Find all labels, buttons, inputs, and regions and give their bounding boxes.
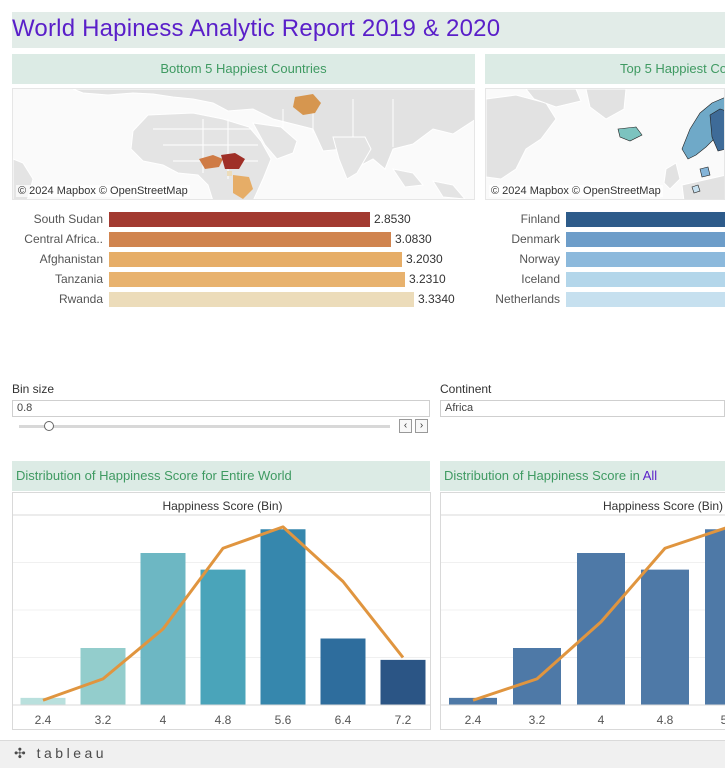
histogram-tick-label: 2.4: [465, 713, 482, 727]
bin-size-label: Bin size: [12, 382, 55, 396]
tableau-footer: ✣ tableau: [0, 740, 725, 768]
histogram-bar: [20, 697, 66, 705]
tableau-logo-text: tableau: [36, 745, 108, 761]
continent-label: Continent: [440, 382, 492, 396]
title-bar: World Hapiness Analytic Report 2019 & 20…: [12, 12, 725, 48]
tableau-logo-icon: ✣: [14, 745, 30, 761]
bottom-5-country-label: Rwanda: [58, 292, 103, 306]
top-5-country-label: Finland: [520, 212, 560, 226]
top-5-bar[interactable]: [566, 232, 725, 247]
continent-histogram-title-text: Distribution of Happiness Score in: [444, 468, 643, 483]
page-title: World Hapiness Analytic Report 2019 & 20…: [12, 15, 501, 42]
histogram-tick-label: 4.8: [215, 713, 232, 727]
bottom-5-value-label: 3.0830: [395, 232, 432, 246]
bin-size-next-button[interactable]: ›: [415, 419, 428, 433]
histogram-bar: [320, 638, 366, 705]
bottom-5-value-label: 2.8530: [374, 212, 411, 226]
world-histogram-axis-title: Happiness Score (Bin): [162, 499, 283, 513]
top-5-bar[interactable]: [566, 272, 725, 287]
histogram-trend-line: [472, 526, 725, 702]
histogram-tick-label: 6.4: [335, 713, 352, 727]
histogram-bar: [513, 648, 561, 705]
bottom-5-value-label: 3.2310: [409, 272, 446, 286]
continent-histogram[interactable]: Happiness Score (Bin) 2.4 3.2 4 4.8 5.6: [440, 492, 725, 730]
histogram-tick-label: 4.8: [657, 713, 674, 727]
histogram-bar: [705, 529, 725, 705]
tanzania-shape: [233, 175, 253, 199]
histogram-bar: [380, 659, 426, 705]
bottom-5-country-label: Central Africa..: [24, 232, 103, 246]
histogram-tick-label: 3.2: [95, 713, 112, 727]
top-5-country-label: Iceland: [521, 272, 560, 286]
bottom-5-country-label: Tanzania: [54, 272, 103, 286]
bin-size-prev-button[interactable]: ‹: [399, 419, 412, 433]
histogram-tick-label: 4: [598, 713, 605, 727]
bottom-5-value-label: 3.3340: [418, 292, 455, 306]
continent-select[interactable]: Africa: [440, 400, 725, 417]
top-5-bar[interactable]: [566, 212, 725, 227]
central-african-republic-shape: [199, 155, 223, 169]
top-5-country-label: Denmark: [511, 232, 560, 246]
histogram-bar: [200, 569, 246, 705]
top-5-header: Top 5 Happiest Countries: [485, 54, 725, 84]
bottom-5-country-label: Afghanistan: [39, 252, 103, 266]
histogram-bar: [577, 553, 625, 705]
histogram-trend-line: [42, 525, 405, 702]
top-5-map[interactable]: © 2024 Mapbox © OpenStreetMap: [485, 88, 725, 200]
bottom-5-bar[interactable]: [109, 292, 414, 307]
top-5-country-label: Norway: [519, 252, 560, 266]
histogram-tick-label: 5.6: [721, 713, 725, 727]
south-sudan-shape: [221, 153, 245, 169]
continent-histogram-plot: 2.4 3.2 4 4.8 5.6: [441, 514, 725, 727]
bottom-5-bar[interactable]: [109, 212, 370, 227]
bottom-5-map-graphic: [13, 89, 474, 199]
iceland-shape: [617, 126, 643, 142]
denmark-shape: [699, 166, 711, 178]
histogram-tick-label: 3.2: [529, 713, 546, 727]
histogram-bar: [80, 648, 126, 705]
histogram-bar: [260, 529, 306, 705]
histogram-tick-label: 2.4: [35, 713, 52, 727]
bottom-5-country-label: South Sudan: [33, 212, 103, 226]
rwanda-shape: [227, 171, 232, 176]
bottom-5-header: Bottom 5 Happiest Countries: [12, 54, 475, 84]
tableau-logo[interactable]: ✣ tableau: [14, 745, 107, 762]
bottom-5-bar[interactable]: [109, 272, 405, 287]
finland-shape: [709, 108, 724, 152]
bottom-5-map[interactable]: © 2024 Mapbox © OpenStreetMap: [12, 88, 475, 200]
top-5-bar[interactable]: [566, 252, 725, 267]
bin-size-slider-track[interactable]: [19, 425, 390, 428]
bottom-5-bar[interactable]: [109, 232, 391, 247]
world-histogram-title: Distribution of Happiness Score for Enti…: [12, 461, 430, 491]
bin-size-input[interactable]: 0.8: [12, 400, 430, 417]
top-5-country-label: Netherlands: [495, 292, 560, 306]
continent-histogram-title-link[interactable]: All: [642, 468, 658, 483]
afghanistan-shape: [293, 94, 321, 115]
netherlands-shape: [691, 184, 701, 194]
histogram-bar: [449, 697, 497, 705]
top-5-map-graphic: [486, 89, 724, 199]
map-credit[interactable]: © 2024 Mapbox © OpenStreetMap: [489, 185, 663, 197]
bottom-5-bar[interactable]: [109, 252, 402, 267]
top-5-bar[interactable]: [566, 292, 725, 307]
world-histogram[interactable]: Happiness Score (Bin) 2.4 3.2 4 4.8 5.6 6.4 7.…: [12, 492, 431, 730]
histogram-bar: [641, 569, 689, 705]
histogram-tick-label: 5.6: [275, 713, 292, 727]
histogram-tick-label: 7.2: [395, 713, 412, 727]
bottom-5-value-label: 3.2030: [406, 252, 443, 266]
histogram-tick-label: 4: [160, 713, 167, 727]
continent-histogram-title: Distribution of Happiness Score in All: [440, 461, 725, 491]
world-histogram-plot: 2.4 3.2 4 4.8 5.6 6.4 7.2: [13, 514, 430, 727]
continent-histogram-axis-title: Happiness Score (Bin): [603, 499, 724, 513]
map-credit[interactable]: © 2024 Mapbox © OpenStreetMap: [16, 185, 190, 197]
bin-size-slider-thumb[interactable]: [44, 421, 54, 431]
